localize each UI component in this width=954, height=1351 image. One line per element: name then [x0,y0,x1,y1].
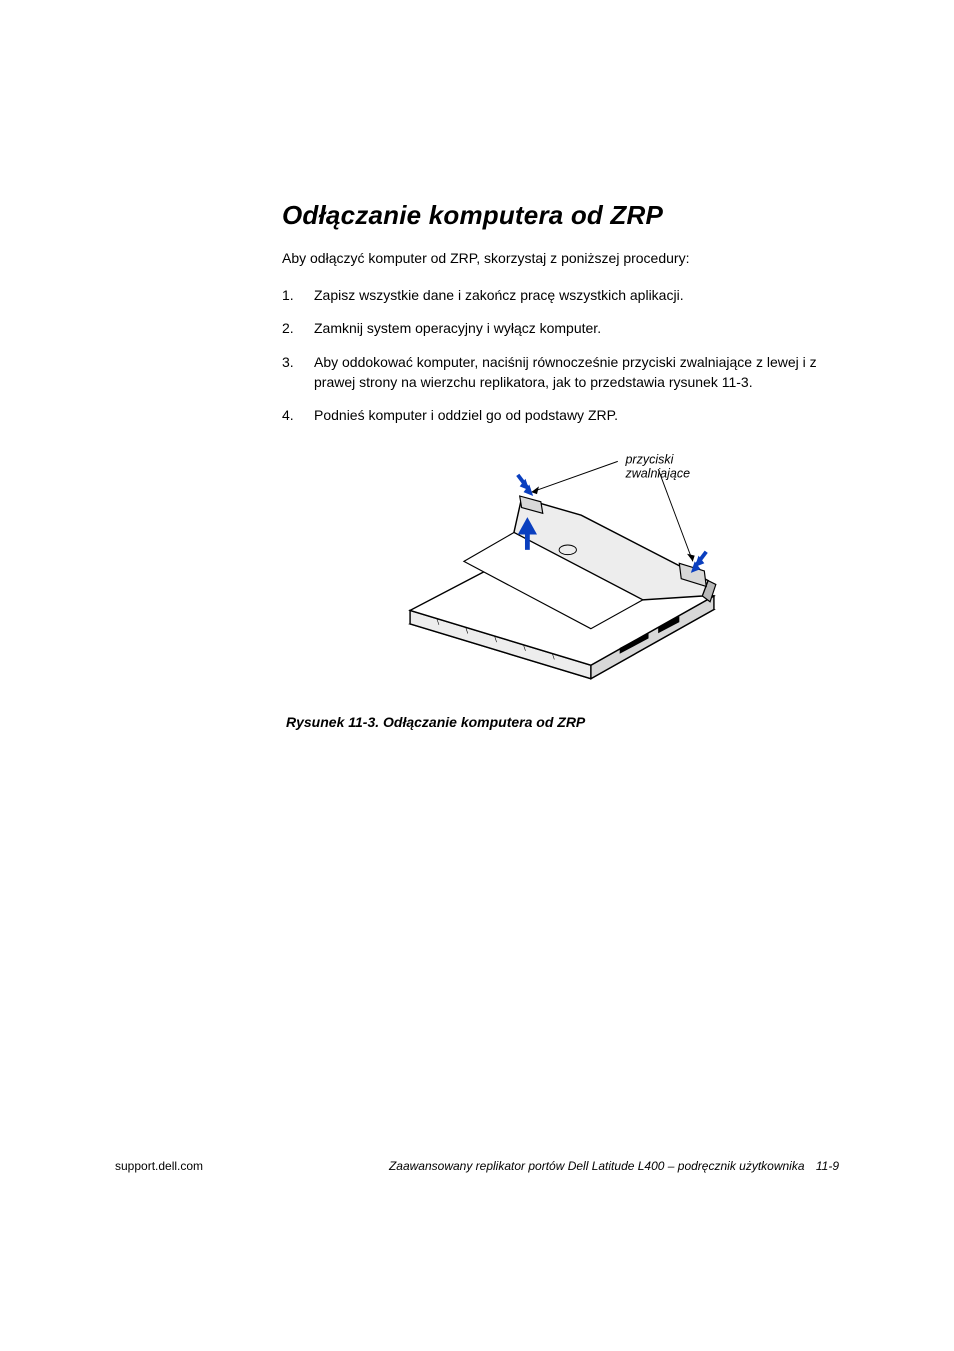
document-page: Odłączanie komputera od ZRP Aby odłączyć… [0,0,954,1351]
callout-arrowhead-right [687,554,695,562]
press-arrow-left-icon [518,475,533,496]
step-text: Zamknij system operacyjny i wyłącz kompu… [314,320,601,336]
figure-caption: Rysunek 11-3. Odłączanie komputera od ZR… [286,714,842,730]
footer-doc-title: Zaawansowany replikator portów Dell Lati… [389,1159,839,1173]
footer-url: support.dell.com [115,1159,203,1173]
procedure-list: 1. Zapisz wszystkie dane i zakończ pracę… [282,286,842,426]
footer-title-text: Zaawansowany replikator portów Dell Lati… [389,1159,805,1173]
footer-page-number: 11-9 [816,1159,839,1173]
step-text: Zapisz wszystkie dane i zakończ pracę ws… [314,287,684,303]
procedure-step: 2. Zamknij system operacyjny i wyłącz ko… [282,319,842,339]
content-block: Odłączanie komputera od ZRP Aby odłączyć… [282,200,842,730]
figure-container: przyciski zwalniające [282,446,842,730]
callout-arrowhead-left [531,486,539,494]
press-arrow-right-icon [691,552,706,573]
section-heading: Odłączanie komputera od ZRP [282,200,842,231]
step-text: Podnieś komputer i oddziel go od podstaw… [314,407,618,423]
step-number: 4. [282,406,294,426]
intro-paragraph: Aby odłączyć komputer od ZRP, skorzystaj… [282,249,842,268]
step-number: 1. [282,286,294,306]
callout-text-line1: przyciski [624,452,674,466]
procedure-step: 3. Aby oddokować komputer, naciśnij równ… [282,353,842,392]
replicator-diagram: przyciski zwalniające [372,446,752,696]
procedure-step: 4. Podnieś komputer i oddziel go od pods… [282,406,842,426]
callout-leader-left [531,461,618,492]
step-text: Aby oddokować komputer, naciśnij równocz… [314,354,817,390]
callout-leader-right [658,469,693,561]
procedure-step: 1. Zapisz wszystkie dane i zakończ pracę… [282,286,842,306]
step-number: 3. [282,353,294,373]
callout-text-line2: zwalniające [624,467,690,481]
step-number: 2. [282,319,294,339]
